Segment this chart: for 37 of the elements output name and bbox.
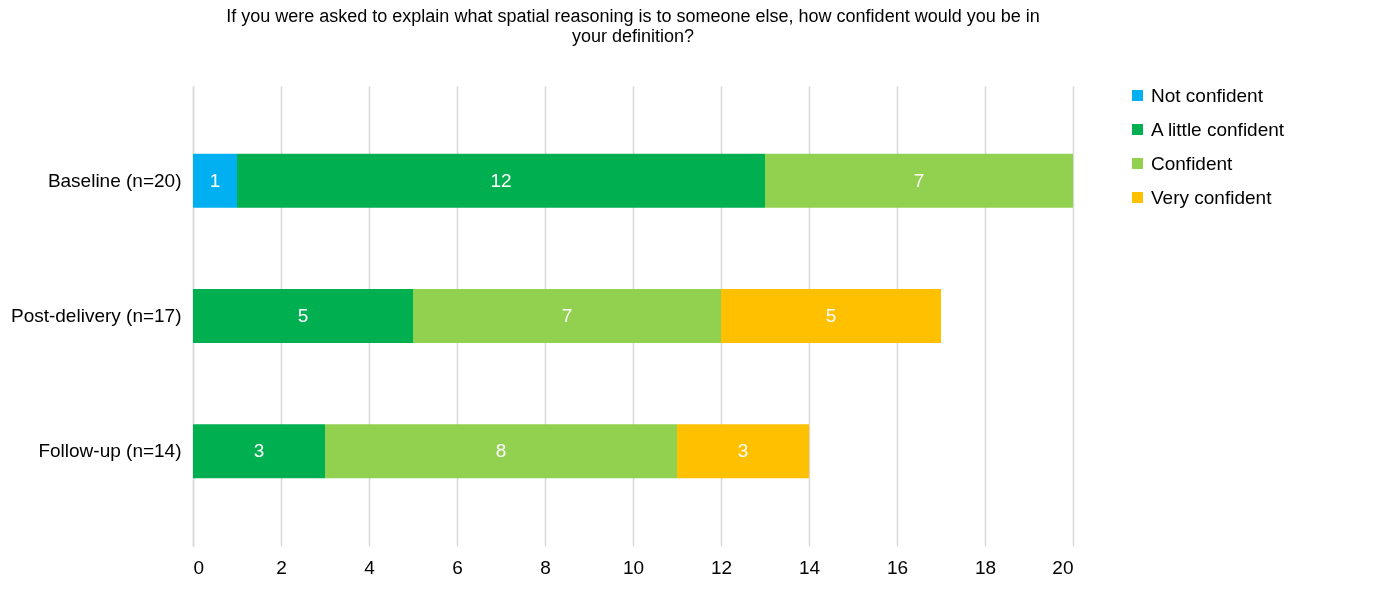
x-tick-label: 12	[710, 556, 733, 578]
data-label: 8	[495, 440, 507, 462]
x-tick-label: 4	[364, 556, 376, 578]
data-label: 1	[209, 169, 221, 191]
data-label: 3	[253, 440, 265, 462]
data-label: 7	[913, 169, 925, 191]
bar	[765, 153, 1073, 208]
data-label: 7	[561, 305, 573, 326]
data-label: 12	[490, 169, 512, 191]
data-label: 5	[297, 305, 309, 326]
bar	[237, 153, 765, 208]
y-tick-label: Follow-up (n=14)	[38, 440, 182, 462]
bar	[193, 288, 413, 344]
legend-label: Not confident	[1151, 84, 1264, 106]
bar	[193, 424, 325, 479]
bar	[721, 288, 941, 344]
x-tick-label: 0	[193, 556, 205, 578]
x-tick-label: 8	[540, 556, 551, 578]
bar	[677, 424, 809, 479]
x-tick-label: 20	[1052, 556, 1074, 578]
x-tick-label: 2	[276, 556, 287, 578]
x-tick-label: 18	[974, 556, 997, 578]
bar	[193, 153, 237, 208]
x-tick-label: 10	[622, 556, 645, 578]
chart-title: If you were asked to explain what spatial reasoning is to someone else, how confident would you be in your definition?	[226, 6, 1040, 46]
x-tick-label: 16	[886, 556, 909, 578]
y-tick-label: Post-delivery (n=17)	[10, 305, 182, 326]
bar	[413, 288, 721, 344]
y-tick-label: Baseline (n=20)	[47, 169, 182, 191]
bar	[325, 424, 677, 479]
legend-label: Confident	[1151, 152, 1234, 174]
data-label: 5	[825, 305, 837, 326]
data-label: 3	[737, 440, 749, 462]
legend-label: Very confident	[1151, 186, 1273, 208]
x-tick-label: 6	[452, 556, 463, 578]
legend-label: A little confident	[1151, 118, 1285, 140]
x-tick-label: 14	[798, 556, 821, 578]
